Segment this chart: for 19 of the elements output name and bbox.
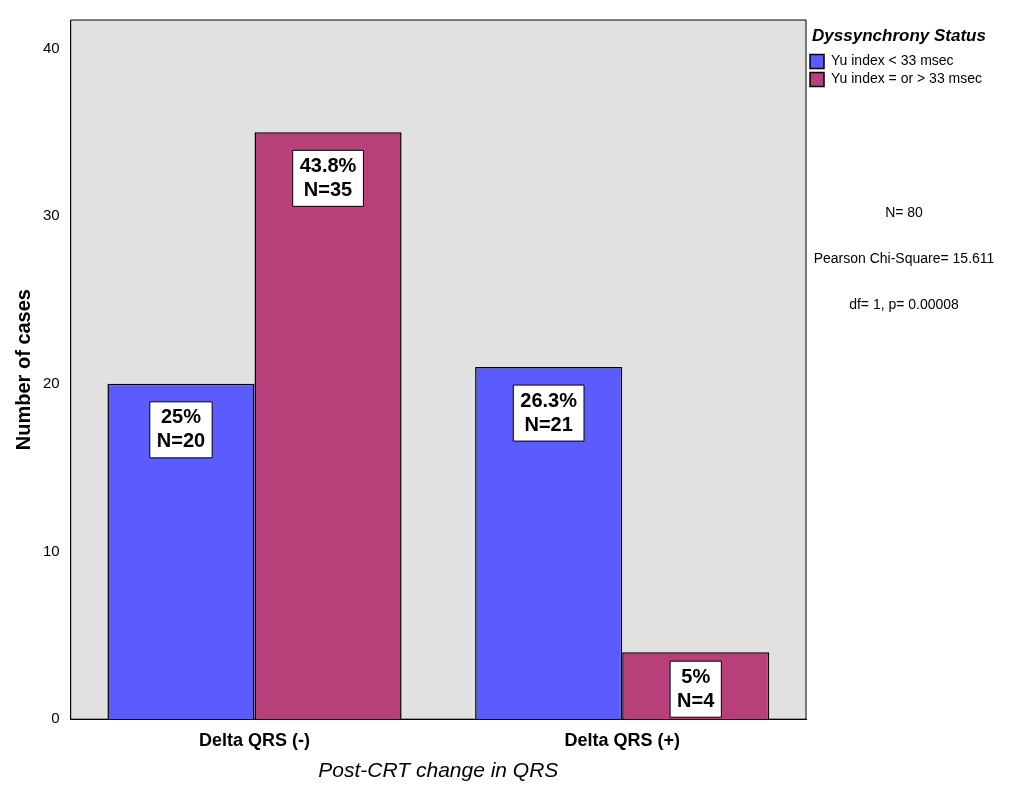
data-label: 26.3% N=21	[520, 388, 578, 435]
legend-label: Yu index = or > 33 msec	[831, 70, 983, 87]
legend-title: Dyssynchrony Status	[812, 26, 986, 46]
y-tick-label: 30	[43, 206, 60, 224]
text: N= 80	[885, 203, 924, 220]
x-axis-title: Post-CRT change in QRS	[318, 758, 559, 782]
legend-label: Yu index < 33 msec	[831, 52, 954, 69]
data-label: 5% N=4	[677, 664, 716, 711]
y-axis-title: Number of cases	[11, 289, 34, 451]
y-tick-label: 10	[43, 541, 60, 559]
x-tick-label: Delta QRS (-)	[199, 729, 311, 750]
y-tick-label: 0	[51, 709, 60, 727]
data-label: 43.8% N=35	[299, 153, 357, 200]
text: Pearson Chi-Square= 15.611	[813, 249, 995, 266]
y-tick-label: 40	[43, 38, 60, 56]
y-tick-label: 20	[43, 373, 60, 391]
text: df= 1, p= 0.00008	[849, 295, 960, 312]
data-label: 25% N=20	[156, 405, 206, 452]
x-tick-label: Delta QRS (+)	[564, 729, 680, 750]
